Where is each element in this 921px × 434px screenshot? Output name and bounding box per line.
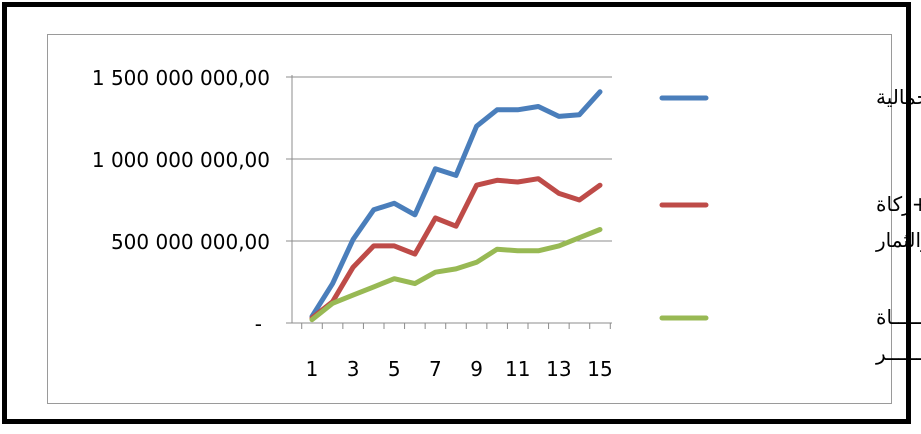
series-line-1 — [309, 89, 603, 319]
legend-label-line: الحصيلة الاجمالية — [876, 85, 921, 109]
x-tick-labels: 1 3 5 7 9 11 13 15 — [306, 357, 613, 381]
series-lines — [309, 89, 603, 323]
gridlines — [286, 76, 612, 324]
legend-label-1: الحصيلة الاجمالية — [876, 85, 921, 109]
legend-label-2: زكاة المال +زكاة الزروع والثمار — [875, 192, 921, 252]
legend-label-line: زكاة المال +زكاة — [876, 192, 921, 216]
y-tick-label: 500 000 000,00 — [111, 230, 270, 254]
chart-area-border — [47, 34, 892, 404]
legend-label-line: الزروع والثمار — [875, 228, 921, 252]
x-tick-label: 7 — [429, 357, 442, 381]
legend-label-line: زكـــــــاة — [876, 305, 921, 329]
x-tick-label: 15 — [587, 357, 612, 381]
x-tick-label: 1 — [306, 357, 319, 381]
legend-label-line: الفطـــــــــر — [875, 341, 921, 365]
outer-border — [2, 2, 911, 424]
x-tick-label: 5 — [388, 357, 401, 381]
y-tick-label: 1 500 000 000,00 — [92, 66, 270, 90]
series-line-3 — [309, 227, 603, 323]
x-tick-label: 9 — [470, 357, 483, 381]
legend-label-3: زكـــــــاة الفطـــــــــر — [875, 305, 921, 365]
axes — [291, 75, 612, 329]
y-tick-label: - — [255, 312, 262, 336]
x-tick-label: 11 — [505, 357, 530, 381]
series-line-2 — [309, 176, 603, 321]
x-tick-label: 13 — [546, 357, 571, 381]
legend: الحصيلة الاجمالية زكاة المال +زكاة الزروع … — [659, 85, 921, 365]
x-tick-label: 3 — [347, 357, 360, 381]
y-tick-label: 1 000 000 000,00 — [92, 148, 270, 172]
y-tick-labels: - 500 000 000,00 1 000 000 000,00 1 500 000… — [92, 66, 270, 336]
